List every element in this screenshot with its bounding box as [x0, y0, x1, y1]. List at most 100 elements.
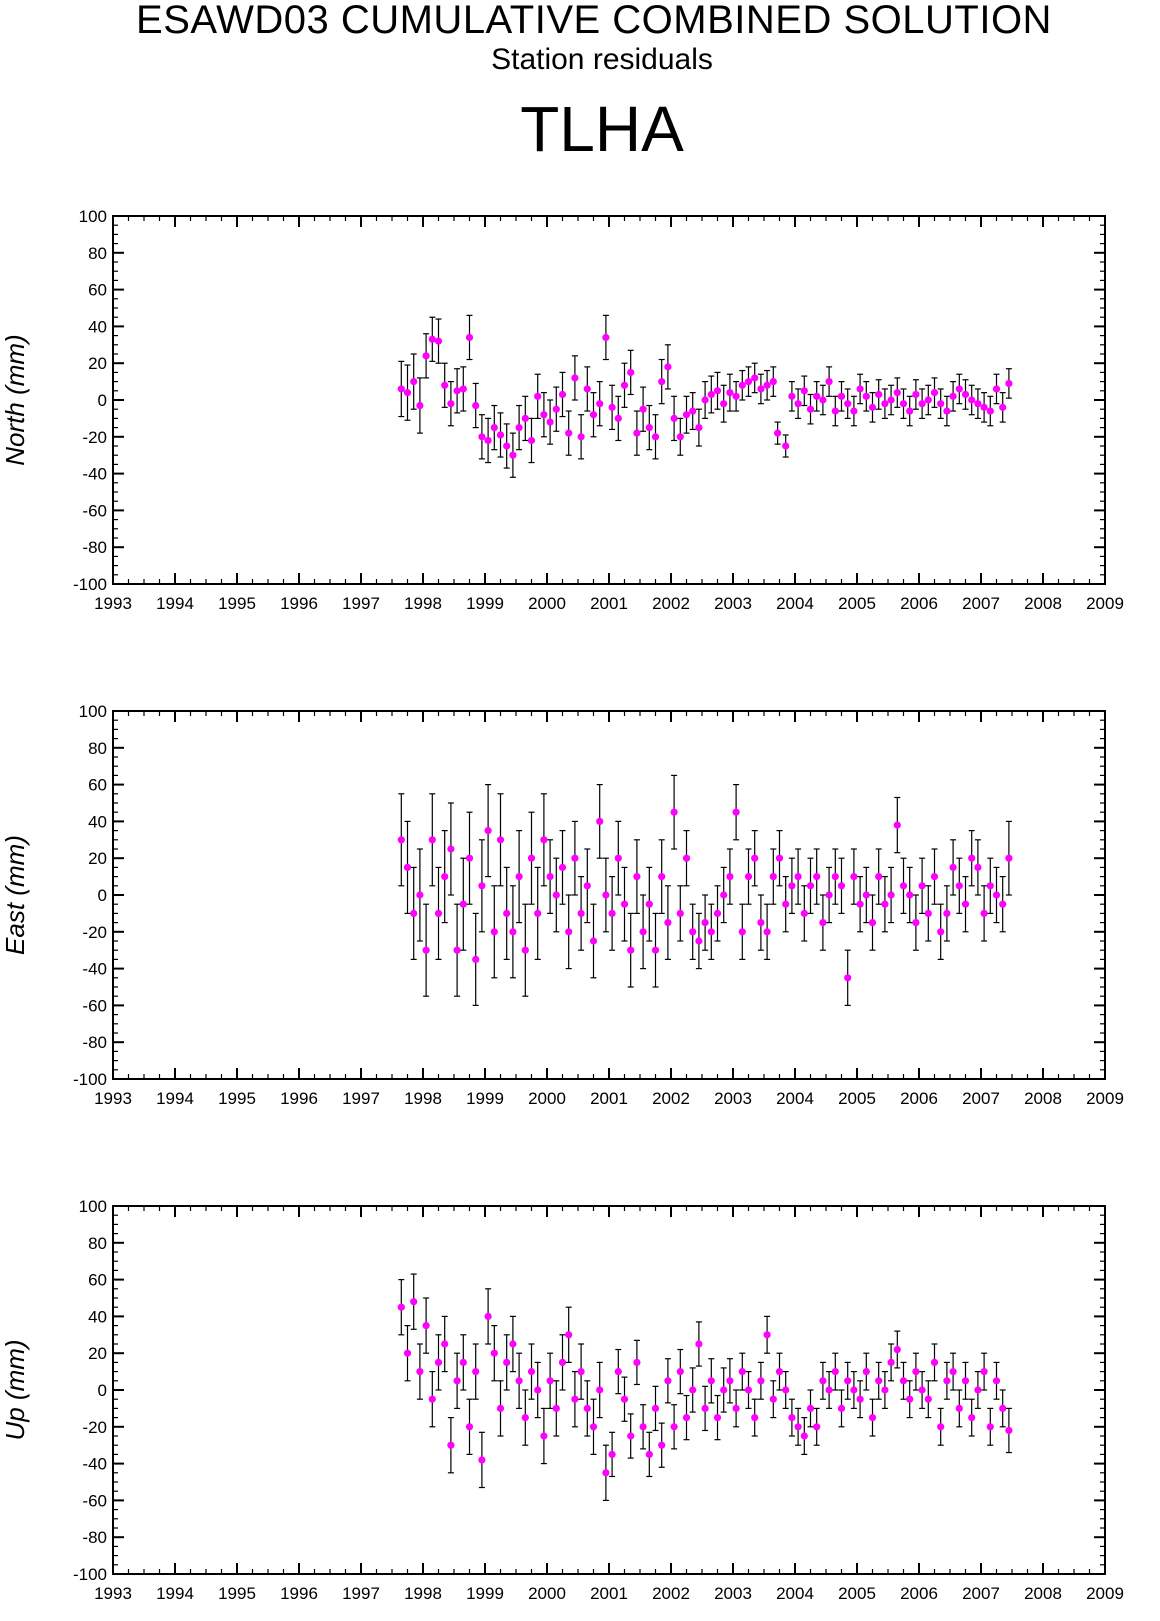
data-point: [769, 1395, 777, 1403]
data-point: [596, 400, 604, 408]
data-point: [850, 1386, 858, 1394]
data-point: [670, 808, 678, 816]
data-point: [893, 389, 901, 397]
data-point: [546, 418, 554, 426]
east-x-tick-label: 2007: [962, 1089, 1000, 1108]
north-y-tick-label: -100: [73, 575, 107, 594]
data-point: [453, 387, 461, 395]
data-point: [670, 414, 678, 422]
data-point: [961, 900, 970, 908]
data-point: [738, 928, 746, 936]
north-x-tick-label: 2008: [1024, 594, 1062, 613]
data-point: [831, 873, 839, 881]
east-x-tick-label: 2003: [714, 1089, 752, 1108]
data-point: [974, 400, 982, 408]
data-point: [961, 1377, 970, 1385]
data-point: [689, 928, 697, 936]
north-x-tick-label: 1994: [156, 594, 194, 613]
data-point: [676, 433, 684, 441]
data-point: [521, 1414, 529, 1422]
north-x-tick-label: 1995: [218, 594, 256, 613]
data-point: [813, 873, 821, 881]
data-point: [800, 387, 808, 395]
data-point: [614, 414, 622, 422]
data-point: [788, 1414, 796, 1422]
data-point: [943, 407, 951, 415]
data-point: [868, 919, 877, 927]
north-x-tick-label: 1998: [404, 594, 442, 613]
east-panel: 1993 1994 1995 1996 1997 1998 1999 2000 2001 2002…: [0, 702, 1124, 1108]
data-point: [893, 821, 901, 829]
data-point: [490, 424, 498, 432]
north-x-tick-label: 1993: [94, 594, 132, 613]
data-point: [552, 1404, 560, 1412]
data-point: [813, 392, 821, 400]
data-point: [1005, 379, 1013, 388]
up-y-tick-label: 20: [88, 1344, 107, 1363]
data-point: [899, 1377, 908, 1385]
data-point: [441, 381, 449, 389]
east-y-tick-label: -100: [73, 1070, 107, 1089]
east-x-tick-label: 1997: [342, 1089, 380, 1108]
up-x-tick-label: 2003: [714, 1584, 752, 1603]
north-data-points: [397, 314, 1013, 478]
data-point: [534, 909, 542, 918]
east-y-tick-label: -60: [82, 996, 107, 1015]
data-point: [875, 1377, 883, 1385]
east-x-tick-label: 1993: [94, 1089, 132, 1108]
data-point: [583, 882, 591, 890]
data-point: [751, 1414, 759, 1422]
north-x-tick-label: 2004: [776, 594, 814, 613]
data-point: [906, 891, 914, 899]
east-y-tick-label: 100: [79, 702, 107, 721]
data-point: [831, 1368, 839, 1376]
data-point: [751, 854, 759, 862]
data-point: [986, 882, 994, 890]
data-point: [720, 1386, 728, 1394]
east-x-tick-label: 1994: [156, 1089, 194, 1108]
up-x-tick-label: 2007: [962, 1584, 1000, 1603]
data-point: [540, 411, 548, 419]
east-x-tick-label: 2005: [838, 1089, 876, 1108]
data-point: [881, 900, 889, 908]
data-point: [924, 1395, 932, 1403]
data-point: [968, 1414, 976, 1422]
data-point: [515, 1377, 523, 1385]
data-point: [726, 1377, 734, 1385]
data-point: [664, 363, 672, 371]
data-point: [763, 381, 771, 389]
data-point: [856, 385, 864, 393]
data-point: [583, 385, 591, 393]
east-x-tick-label: 1996: [280, 1089, 318, 1108]
east-y-tick-label: -40: [82, 960, 107, 979]
data-point: [682, 1414, 691, 1422]
data-point: [664, 919, 672, 927]
data-point: [682, 411, 691, 419]
data-point: [974, 1386, 982, 1394]
data-point: [850, 873, 858, 881]
data-point: [416, 1368, 424, 1376]
data-point: [937, 1423, 945, 1431]
up-y-axis-label: Up (mm): [0, 1339, 30, 1440]
data-point: [670, 1423, 678, 1431]
data-point: [875, 390, 883, 399]
data-point: [651, 1404, 660, 1412]
up-x-tick-label: 2004: [776, 1584, 814, 1603]
up-y-tick-label: 80: [88, 1234, 107, 1253]
data-point: [943, 1377, 951, 1385]
data-point: [844, 974, 852, 982]
data-point: [751, 374, 759, 382]
data-point: [887, 1358, 895, 1366]
data-point: [602, 891, 610, 899]
east-x-tick-label: 1995: [218, 1089, 256, 1108]
data-point: [558, 863, 567, 872]
east-y-tick-label: 40: [88, 812, 107, 831]
data-point: [720, 891, 728, 899]
data-point: [422, 1322, 430, 1330]
data-point: [1005, 854, 1013, 862]
up-x-tick-label: 2005: [838, 1584, 876, 1603]
north-x-tick-label: 1997: [342, 594, 380, 613]
data-point: [844, 400, 852, 408]
data-point: [577, 433, 585, 441]
